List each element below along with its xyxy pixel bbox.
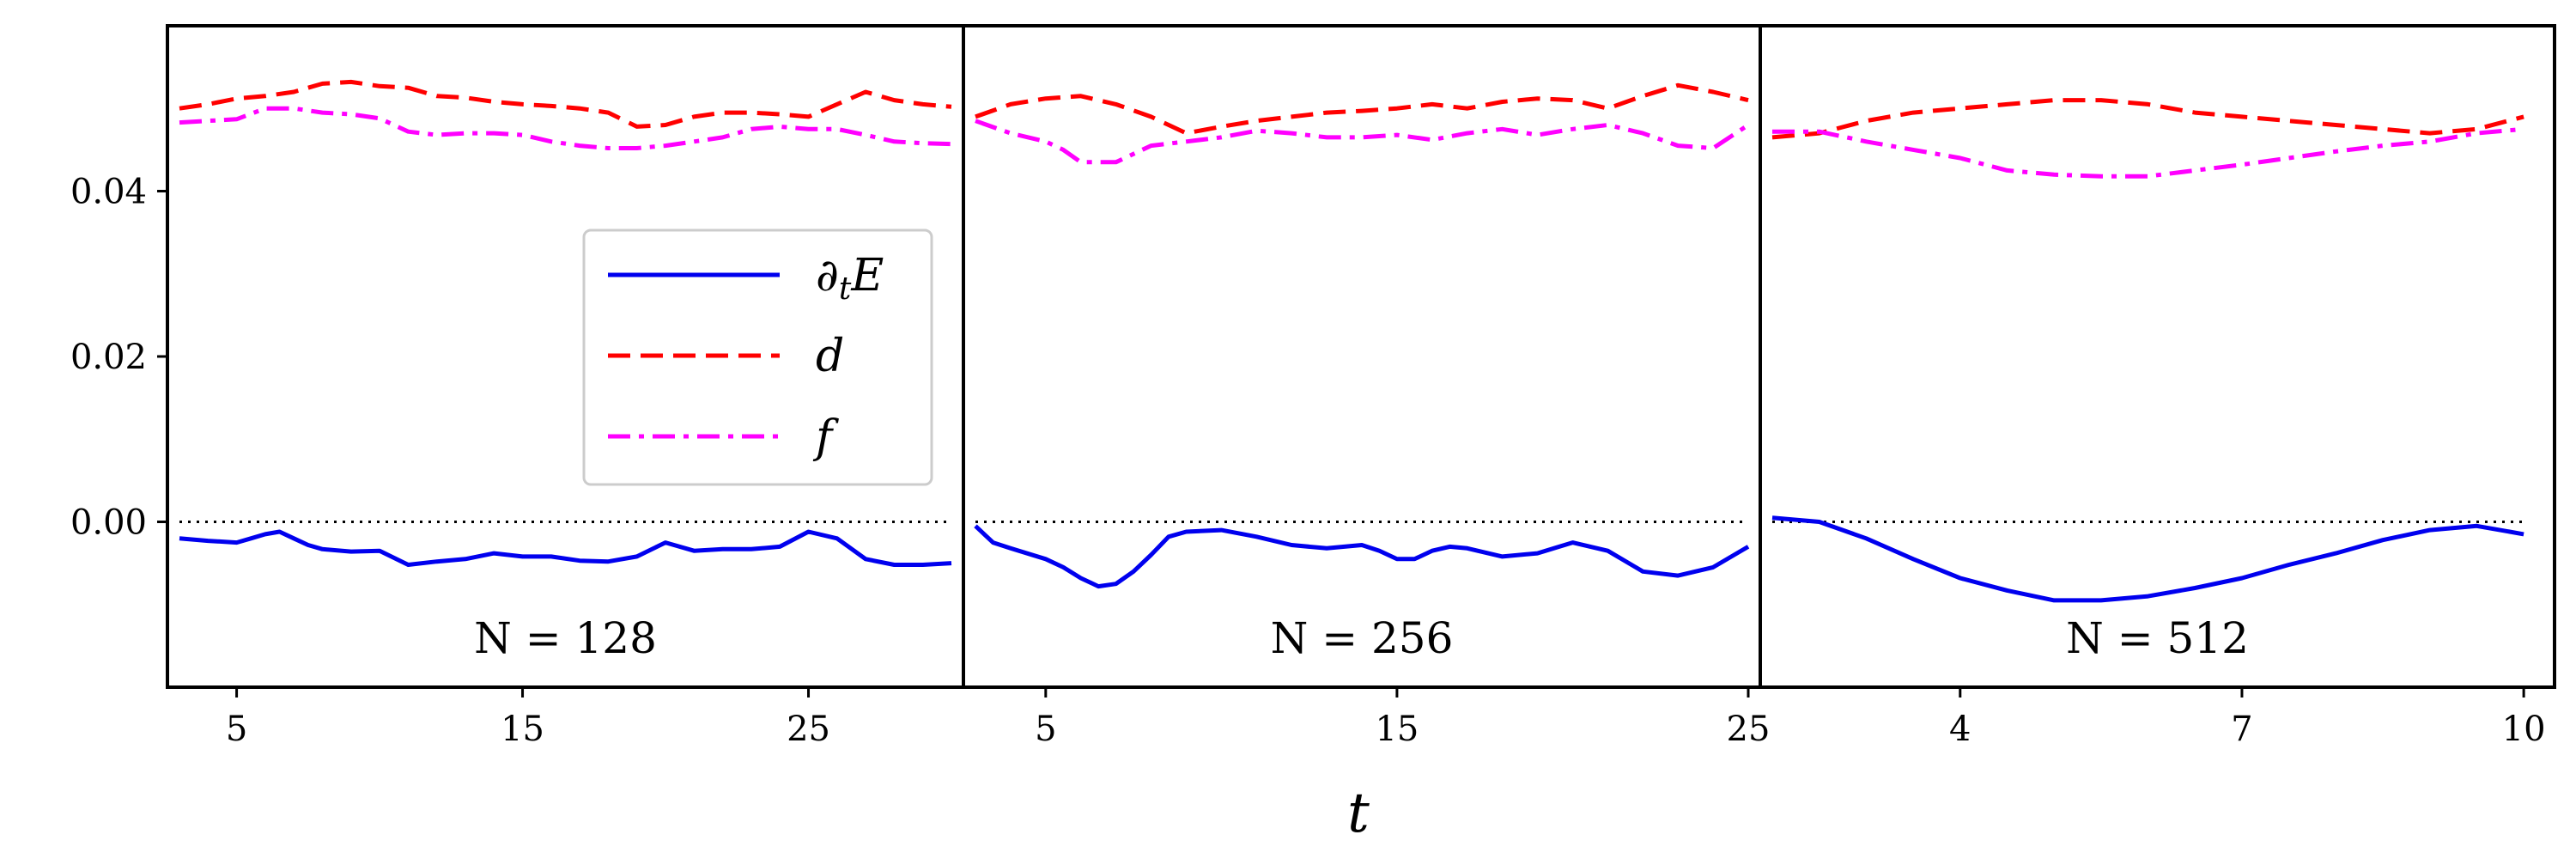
y-tick-label: 0.02 [70,338,147,377]
series-dtE [179,529,952,567]
x-tick-label: 25 [787,710,830,749]
series-f [179,106,952,150]
x-tick-label: 15 [501,710,544,749]
y-tick-label: 0.04 [70,173,147,212]
series-dtE [974,524,1750,589]
x-tick-label: 7 [2231,710,2252,749]
series-group [179,79,952,567]
panel-label: N = 256 [1271,613,1454,663]
x-tick-label: 10 [2502,710,2546,749]
panels-layer: 5 15 25 N = 128 5 15 25 N = 256 4 7 10 N = 512 [166,24,2556,749]
panel-2: 5 15 25 N = 256 [962,24,1771,749]
series-d [179,79,952,129]
legend-label-dtE: ∂tE [816,250,884,307]
series-group [974,82,1750,589]
series-d [1771,98,2524,140]
y-tick-label: 0.00 [70,503,147,543]
panel-frame [1759,24,2556,689]
panel-3: 4 7 10 N = 512 [1759,24,2556,749]
x-tick-label: 5 [226,710,247,749]
panel-label: N = 512 [2066,613,2249,663]
series-f [975,119,1750,165]
series-d [975,82,1749,136]
series-group [1771,98,2524,603]
x-axis-label: t [1347,782,1370,845]
panel-frame [962,24,1762,689]
x-tick-label: 5 [1035,710,1056,749]
panel-label: N = 128 [474,613,657,663]
series-f [1772,126,2524,179]
y-axis: 0.00 0.02 0.04 [70,173,167,543]
series-dtE [1771,515,2524,603]
x-tick-label: 25 [1727,710,1771,749]
x-tick-label: 15 [1375,710,1419,749]
legend-label-d: d [816,331,844,382]
x-tick-label: 4 [1949,710,1971,749]
